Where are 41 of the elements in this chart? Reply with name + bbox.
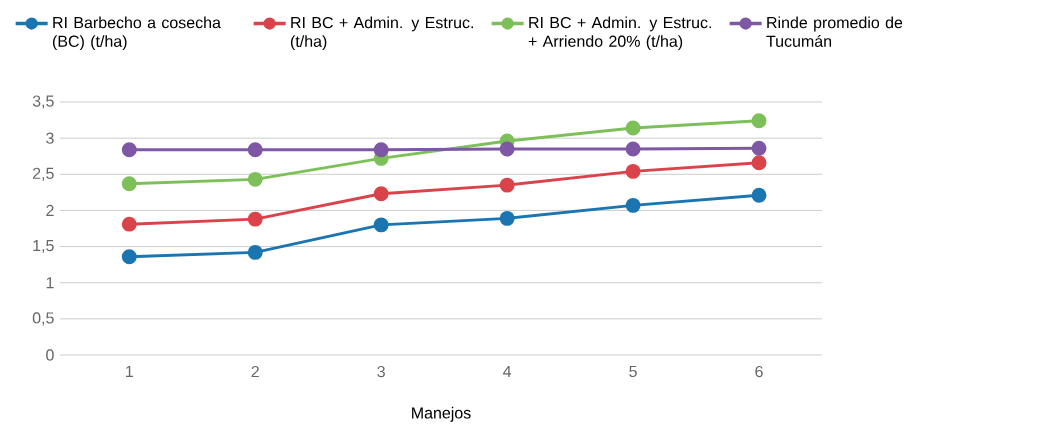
x-tick-label: 1 bbox=[126, 365, 133, 377]
point bbox=[625, 141, 641, 157]
x-tick-label: 5 bbox=[629, 365, 637, 378]
point bbox=[751, 140, 767, 156]
y-tick-label: 2,5 bbox=[32, 167, 54, 181]
point bbox=[625, 197, 641, 213]
y-tick-label: 0,5 bbox=[32, 312, 54, 326]
point bbox=[751, 113, 767, 129]
point bbox=[373, 217, 389, 233]
y-tick-label: 2 bbox=[46, 204, 54, 217]
point bbox=[247, 171, 263, 187]
point bbox=[373, 142, 389, 158]
x-tick-label: 6 bbox=[755, 365, 763, 378]
point bbox=[751, 155, 767, 171]
point bbox=[625, 163, 641, 179]
legend-label: RI Barbecho a cosecha (BC) (t/ha) bbox=[52, 16, 221, 51]
y-tick-label: 3,5 bbox=[32, 95, 54, 109]
point bbox=[499, 210, 515, 226]
point bbox=[625, 120, 641, 136]
point bbox=[247, 211, 263, 227]
y-tick-label: 0 bbox=[46, 349, 54, 361]
point bbox=[499, 141, 515, 157]
point bbox=[121, 176, 137, 192]
y-tick-label: 1,5 bbox=[33, 240, 54, 254]
point bbox=[121, 216, 137, 232]
legend-label: RI BC + Admin. y Estruc. (t/ha) bbox=[290, 16, 473, 51]
x-axis-title: Manejos bbox=[412, 406, 471, 422]
legend-label: Rinde promedio de Tucumán bbox=[766, 16, 903, 47]
point bbox=[121, 142, 137, 158]
point bbox=[373, 186, 389, 202]
x-tick-label: 4 bbox=[503, 365, 512, 377]
point bbox=[247, 244, 263, 260]
y-tick-label: 1 bbox=[46, 277, 54, 289]
y-tick-label: 3 bbox=[46, 132, 54, 144]
x-tick-label: 2 bbox=[251, 365, 259, 378]
x-tick-label: 3 bbox=[377, 365, 385, 378]
point bbox=[751, 187, 767, 203]
legend-label: RI BC + Admin. y Estruc. + Arriendo 20% (t/ha) bbox=[528, 16, 711, 51]
point bbox=[121, 249, 137, 265]
point bbox=[499, 177, 515, 193]
point bbox=[247, 142, 263, 158]
